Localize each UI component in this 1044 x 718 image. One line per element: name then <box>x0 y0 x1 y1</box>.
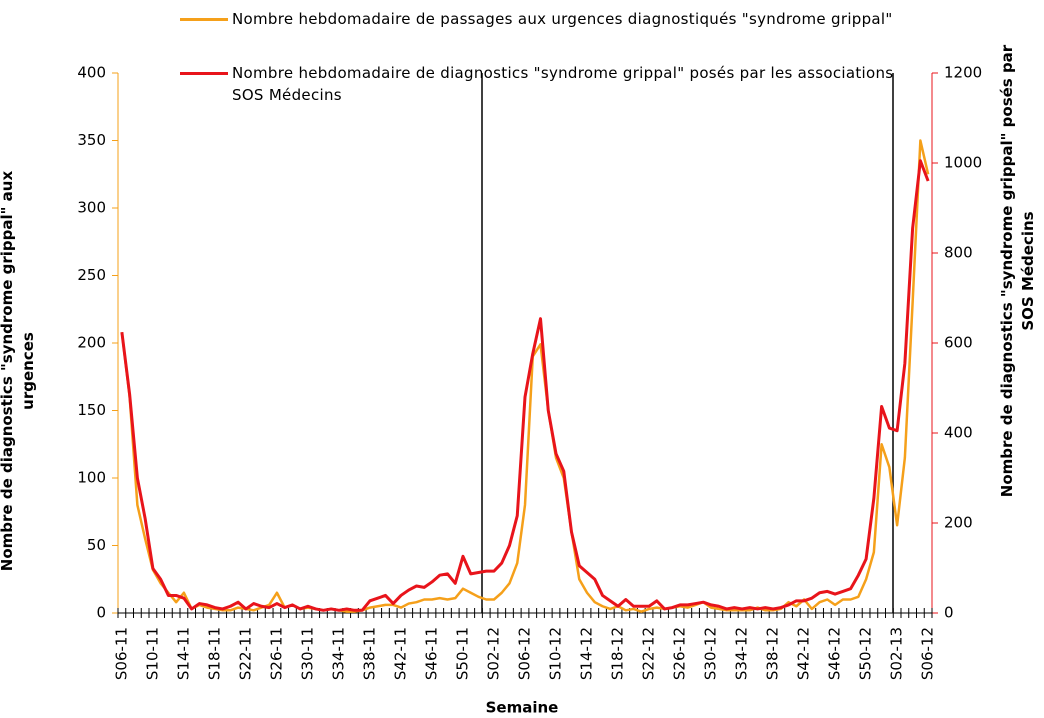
y2-tick-label: 1000 <box>944 154 982 172</box>
x-tick-label: S30-11 <box>298 627 316 680</box>
y2-tick-label: 400 <box>944 424 973 442</box>
series-line <box>120 159 930 612</box>
y-tick-label: 400 <box>77 64 106 82</box>
y2-tick-label: 600 <box>944 334 973 352</box>
x-tick-label: S38-11 <box>360 627 378 680</box>
x-tick-label: S38-12 <box>764 627 782 680</box>
x-tick-label: S06-11 <box>112 627 130 680</box>
x-tick-label: S26-12 <box>671 627 689 680</box>
x-tick-label: S46-11 <box>422 627 440 680</box>
x-tick-label: S10-11 <box>143 627 161 680</box>
y2-tick-label: 1200 <box>944 64 982 82</box>
x-tick-label: S14-11 <box>174 627 192 680</box>
y-axis-title: Nombre de diagnostics "syndrome grippal"… <box>0 170 37 572</box>
x-tick-label: S06-12 <box>919 627 937 680</box>
y-tick-label: 200 <box>77 334 106 352</box>
x-axis-title: Semaine <box>486 699 559 717</box>
x-tick-label: S22-12 <box>640 627 658 680</box>
y2-tick-label: 0 <box>944 604 954 622</box>
y-tick-label: 0 <box>96 604 106 622</box>
y-tick-label: 50 <box>87 536 106 554</box>
x-tick-label: S46-12 <box>826 627 844 680</box>
x-tick-label: S22-11 <box>236 627 254 680</box>
x-tick-label: S50-11 <box>453 627 471 680</box>
x-tick-label: S26-11 <box>267 627 285 680</box>
legend-swatch <box>180 18 228 21</box>
x-tick-label: S34-11 <box>329 627 347 680</box>
x-tick-label: S10-12 <box>547 627 565 680</box>
x-tick-label: S06-12 <box>516 627 534 680</box>
x-tick-label: S50-12 <box>857 627 875 680</box>
y-tick-label: 250 <box>77 266 106 284</box>
y2-axis-title: Nombre de diagnostics "syndrome grippal"… <box>998 44 1037 498</box>
x-tick-label: S02-13 <box>888 627 906 680</box>
y2-tick-label: 800 <box>944 244 973 262</box>
y-tick-label: 300 <box>77 199 106 217</box>
x-tick-label: S42-11 <box>391 627 409 680</box>
y2-tick-label: 200 <box>944 514 973 532</box>
y-tick-label: 350 <box>77 131 106 149</box>
x-tick-label: S34-12 <box>733 627 751 680</box>
x-tick-label: S14-12 <box>578 627 596 680</box>
series-line <box>120 139 930 613</box>
y-tick-label: 100 <box>77 469 106 487</box>
legend-label: Nombre hebdomadaire de diagnostics "synd… <box>232 64 894 104</box>
x-tick-label: S42-12 <box>795 627 813 680</box>
legend-label: Nombre hebdomadaire de passages aux urge… <box>232 10 893 28</box>
x-tick-label: S30-12 <box>702 627 720 680</box>
x-tick-label: S18-11 <box>205 627 223 680</box>
x-tick-label: S02-12 <box>484 627 502 680</box>
x-tick-label: S18-12 <box>609 627 627 680</box>
y-tick-label: 150 <box>77 401 106 419</box>
legend-swatch <box>180 72 228 75</box>
